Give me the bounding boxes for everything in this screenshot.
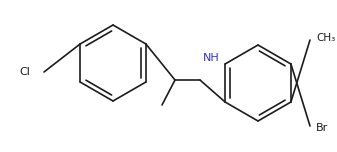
Text: NH: NH [203,53,220,63]
Text: Cl: Cl [19,67,30,77]
Text: CH₃: CH₃ [316,33,335,43]
Text: Br: Br [316,123,328,133]
